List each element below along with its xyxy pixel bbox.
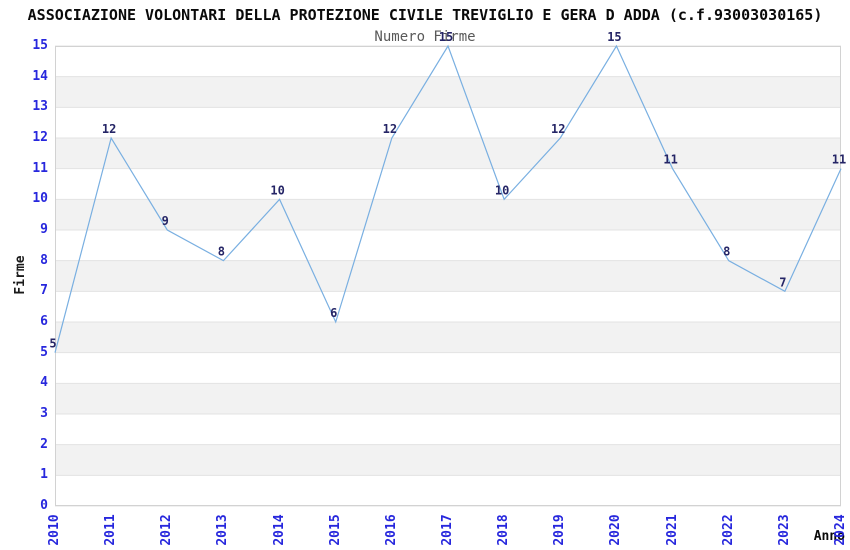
x-tick-label: 2012 xyxy=(159,514,175,546)
y-tick-label: 15 xyxy=(32,38,48,53)
chart-subtitle: Numero Firme xyxy=(374,29,476,45)
data-point-label: 10 xyxy=(270,183,284,197)
x-axis-label: Anno xyxy=(813,529,845,544)
data-point-label: 11 xyxy=(663,153,677,167)
x-tick-label: 2024 xyxy=(833,514,848,546)
y-tick-label: 12 xyxy=(32,130,48,145)
data-point-label: 6 xyxy=(330,306,337,320)
data-point-label: 15 xyxy=(607,30,621,44)
chart-title: ASSOCIAZIONE VOLONTARI DELLA PROTEZIONE … xyxy=(27,6,823,24)
data-point-label: 15 xyxy=(439,30,453,44)
y-tick-label: 6 xyxy=(40,314,48,329)
x-tick-label: 2022 xyxy=(720,514,736,546)
band-stripe xyxy=(55,260,841,292)
data-point-label: 10 xyxy=(495,183,509,197)
data-point-label: 8 xyxy=(218,245,225,259)
band-stripe xyxy=(55,138,841,169)
data-point-label: 9 xyxy=(162,214,169,228)
y-tick-label: 0 xyxy=(40,498,48,513)
plot-area: 5 12 9 8 10 6 12 15 10 12 15 11 8 7 11 xyxy=(49,30,846,507)
y-tick-label: 3 xyxy=(40,406,48,421)
x-tick-label: 2017 xyxy=(440,514,455,546)
x-tick-label: 2015 xyxy=(327,514,343,546)
y-tick-label: 4 xyxy=(40,375,48,391)
data-point-label: 12 xyxy=(383,122,397,136)
y-tick-label: 2 xyxy=(40,436,48,452)
x-tick-label: 2018 xyxy=(496,514,512,546)
band-stripe xyxy=(55,383,841,414)
x-tick-label: 2021 xyxy=(664,514,680,546)
x-tick-label: 2016 xyxy=(383,514,399,546)
x-tick-label: 2011 xyxy=(103,514,119,546)
y-tick-label: 14 xyxy=(32,68,48,84)
data-point-label: 12 xyxy=(551,122,565,136)
x-tick-label: 2019 xyxy=(552,514,568,546)
data-point-label: 11 xyxy=(832,153,846,167)
band-stripe xyxy=(55,199,841,230)
band-stripe xyxy=(55,76,841,108)
y-tick-label: 8 xyxy=(40,252,48,268)
data-point-label: 12 xyxy=(102,122,116,136)
band-stripe xyxy=(55,444,841,476)
y-tick-label: 5 xyxy=(40,344,48,360)
x-tick-label: 2023 xyxy=(776,514,792,546)
x-tick-label: 2013 xyxy=(215,514,231,546)
band-stripe xyxy=(55,322,841,353)
y-tick-label: 9 xyxy=(40,222,48,237)
x-tick-label: 2020 xyxy=(608,514,624,546)
line-chart-svg: 5 12 9 8 10 6 12 15 10 12 15 11 8 7 11 xyxy=(49,30,846,507)
data-line xyxy=(54,44,842,353)
y-tick-label: 10 xyxy=(32,191,48,207)
y-tick-label: 1 xyxy=(40,467,48,483)
y-tick-label: 7 xyxy=(40,283,48,299)
y-tick-label: 11 xyxy=(32,160,48,176)
x-tick-label: 2014 xyxy=(271,514,287,546)
data-point-label: 7 xyxy=(779,275,786,289)
data-point-label: 8 xyxy=(723,245,730,259)
data-point-label: 5 xyxy=(49,337,56,351)
y-tick-label: 13 xyxy=(32,99,48,115)
x-tick-label: 2010 xyxy=(47,514,62,546)
